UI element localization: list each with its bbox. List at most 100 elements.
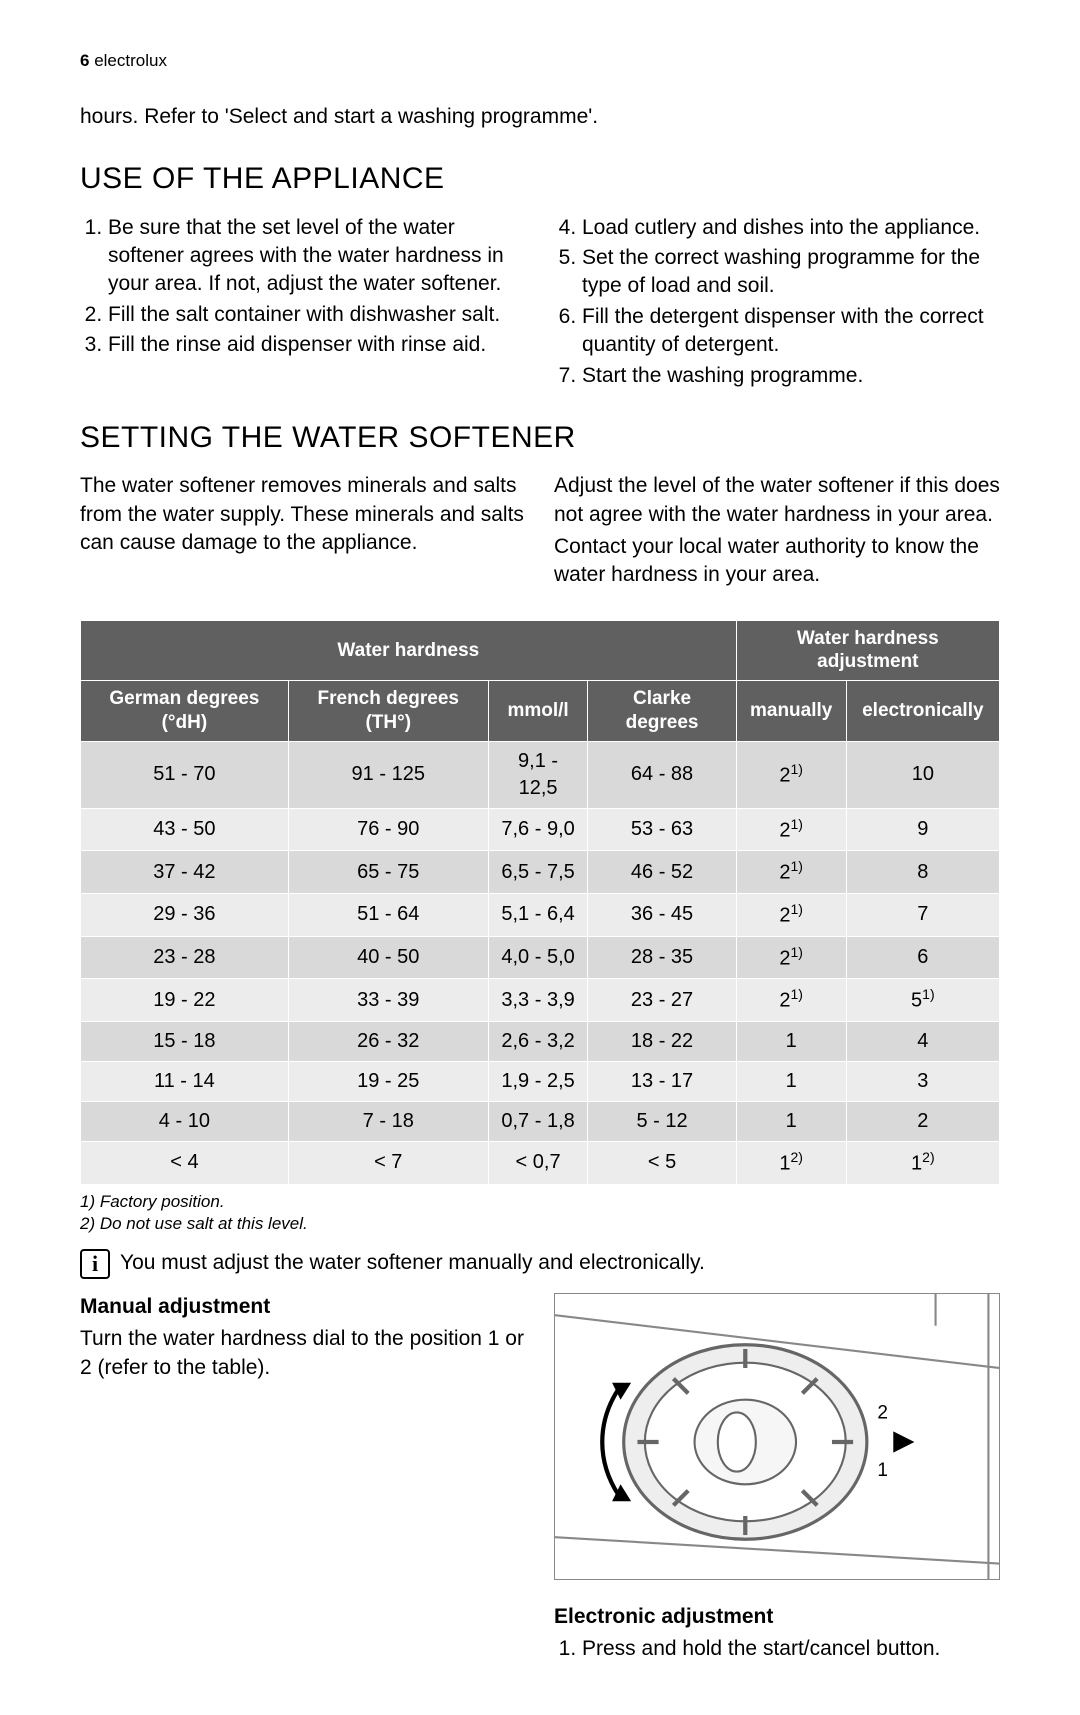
table-cell: 51 - 64 (288, 894, 488, 937)
table-cell: 40 - 50 (288, 936, 488, 979)
table-row: 37 - 4265 - 756,5 - 7,546 - 5221)8 (81, 851, 1000, 894)
table-cell-elec: 4 (846, 1022, 999, 1062)
table-row: 51 - 7091 - 1259,1 - 12,564 - 8821)10 (81, 741, 1000, 808)
table-row: 4 - 107 - 180,7 - 1,85 - 1212 (81, 1102, 1000, 1142)
softener-right-text-2: Contact your local water authority to kn… (554, 533, 1000, 590)
use-right-list: Load cutlery and dishes into the applian… (554, 214, 1000, 390)
table-cell: 91 - 125 (288, 741, 488, 808)
table-cell: 4 - 10 (81, 1102, 289, 1142)
use-item: Set the correct washing programme for th… (582, 244, 1000, 301)
table-cell-elec: 10 (846, 741, 999, 808)
dial-illustration: 2 1 (554, 1293, 1000, 1580)
footnote-1: 1) Factory position. (80, 1191, 1000, 1213)
use-item: Start the washing programme. (582, 362, 1000, 390)
th-clarke: Clarke degrees (588, 681, 736, 742)
table-cell: 3,3 - 3,9 (488, 979, 588, 1022)
table-cell-elec: 9 (846, 808, 999, 851)
softener-left-text: The water softener removes minerals and … (80, 472, 526, 557)
table-cell: 29 - 36 (81, 894, 289, 937)
th-mmol: mmol/l (488, 681, 588, 742)
table-cell-manual: 21) (736, 851, 846, 894)
table-row: 43 - 5076 - 907,6 - 9,053 - 6321)9 (81, 808, 1000, 851)
table-row: 15 - 1826 - 322,6 - 3,218 - 2214 (81, 1022, 1000, 1062)
table-cell: 7,6 - 9,0 (488, 808, 588, 851)
table-cell: 43 - 50 (81, 808, 289, 851)
use-left-list: Be sure that the set level of the water … (80, 214, 526, 360)
info-note-row: i You must adjust the water softener man… (80, 1249, 1000, 1279)
table-cell: < 5 (588, 1142, 736, 1185)
use-item: Fill the rinse aid dispenser with rinse … (108, 331, 526, 359)
electronic-list: Press and hold the start/cancel button. (554, 1635, 1000, 1663)
use-item: Load cutlery and dishes into the applian… (582, 214, 1000, 242)
table-cell: 11 - 14 (81, 1062, 289, 1102)
softener-heading: SETTING THE WATER SOFTENER (80, 418, 1000, 459)
table-cell: 64 - 88 (588, 741, 736, 808)
table-cell-manual: 21) (736, 979, 846, 1022)
table-cell: 23 - 28 (81, 936, 289, 979)
table-cell-manual: 1 (736, 1022, 846, 1062)
electronic-heading: Electronic adjustment (554, 1603, 1000, 1631)
table-cell-elec: 3 (846, 1062, 999, 1102)
page-number: 6 (80, 51, 89, 70)
th-manual: manually (736, 681, 846, 742)
table-cell: 5,1 - 6,4 (488, 894, 588, 937)
use-item: Fill the salt container with dishwasher … (108, 301, 526, 329)
table-cell-elec: 12) (846, 1142, 999, 1185)
manual-section: Manual adjustment Turn the water hardnes… (80, 1293, 1000, 1665)
th-group-adjustment: Water hardness adjustment (736, 620, 999, 681)
table-cell-elec: 2 (846, 1102, 999, 1142)
table-cell: 37 - 42 (81, 851, 289, 894)
table-cell: 0,7 - 1,8 (488, 1102, 588, 1142)
table-cell: 36 - 45 (588, 894, 736, 937)
table-cell: 13 - 17 (588, 1062, 736, 1102)
electronic-step-1: Press and hold the start/cancel button. (582, 1635, 1000, 1663)
table-cell-manual: 21) (736, 741, 846, 808)
table-cell-elec: 6 (846, 936, 999, 979)
svg-text:1: 1 (877, 1460, 888, 1481)
table-cell: < 0,7 (488, 1142, 588, 1185)
use-item: Be sure that the set level of the water … (108, 214, 526, 299)
use-columns: Be sure that the set level of the water … (80, 214, 1000, 392)
table-cell: 7 - 18 (288, 1102, 488, 1142)
table-row: 11 - 1419 - 251,9 - 2,513 - 1713 (81, 1062, 1000, 1102)
table-cell: 33 - 39 (288, 979, 488, 1022)
manual-text: Turn the water hardness dial to the posi… (80, 1325, 526, 1382)
table-cell-manual: 21) (736, 808, 846, 851)
th-german: German degrees (°dH) (81, 681, 289, 742)
table-footnotes: 1) Factory position. 2) Do not use salt … (80, 1191, 1000, 1235)
svg-text:2: 2 (877, 1403, 888, 1424)
table-cell: 4,0 - 5,0 (488, 936, 588, 979)
table-cell: 2,6 - 3,2 (488, 1022, 588, 1062)
th-elec: electronically (846, 681, 999, 742)
page-header: 6 electrolux (80, 50, 1000, 73)
table-cell: 51 - 70 (81, 741, 289, 808)
softener-columns: The water softener removes minerals and … (80, 472, 1000, 593)
table-cell: 23 - 27 (588, 979, 736, 1022)
table-cell: 1,9 - 2,5 (488, 1062, 588, 1102)
table-cell-manual: 21) (736, 936, 846, 979)
table-cell: 46 - 52 (588, 851, 736, 894)
table-cell-manual: 12) (736, 1142, 846, 1185)
table-cell: 9,1 - 12,5 (488, 741, 588, 808)
table-cell: 15 - 18 (81, 1022, 289, 1062)
table-cell-manual: 1 (736, 1102, 846, 1142)
brand-label: electrolux (94, 51, 167, 70)
table-row: 29 - 3651 - 645,1 - 6,436 - 4521)7 (81, 894, 1000, 937)
softener-right-text-1: Adjust the level of the water softener i… (554, 472, 1000, 529)
table-cell-manual: 1 (736, 1062, 846, 1102)
table-cell-elec: 7 (846, 894, 999, 937)
table-cell: 28 - 35 (588, 936, 736, 979)
th-french: French degrees (TH°) (288, 681, 488, 742)
use-item: Fill the detergent dispenser with the co… (582, 303, 1000, 360)
info-icon: i (80, 1249, 110, 1279)
table-cell-manual: 21) (736, 894, 846, 937)
intro-text: hours. Refer to 'Select and start a wash… (80, 103, 1000, 131)
th-group-hardness: Water hardness (81, 620, 737, 681)
table-cell: 19 - 22 (81, 979, 289, 1022)
table-cell-elec: 51) (846, 979, 999, 1022)
manual-heading: Manual adjustment (80, 1293, 526, 1321)
table-row: < 4< 7< 0,7< 512)12) (81, 1142, 1000, 1185)
footnote-2: 2) Do not use salt at this level. (80, 1213, 1000, 1235)
table-cell: 19 - 25 (288, 1062, 488, 1102)
use-heading: USE OF THE APPLIANCE (80, 159, 1000, 200)
